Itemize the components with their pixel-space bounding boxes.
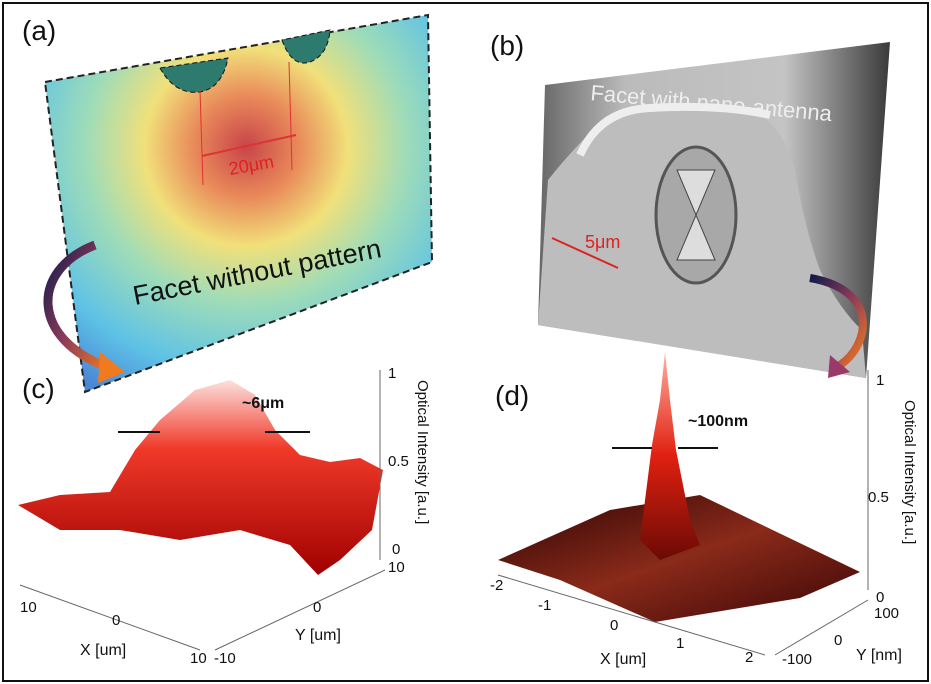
x-tick-label: -2 (490, 577, 503, 594)
y-tick-label: 0 (313, 599, 321, 616)
z-tick-label: 0 (876, 589, 884, 606)
x-axis-label: X [um] (600, 651, 646, 668)
y-tick-label: 0 (834, 632, 842, 649)
intensity-peak (640, 352, 700, 560)
y-axis-label: Y [um] (295, 627, 341, 644)
x-tick-label: 0 (610, 617, 618, 634)
x-tick-label: 2 (745, 649, 753, 666)
y-axis (775, 600, 868, 655)
x-tick-label: 10 (20, 599, 37, 616)
annotation: ~6μm (242, 395, 284, 412)
panel-label: (c) (22, 373, 55, 404)
y-tick-label: 10 (388, 559, 405, 576)
panel-label: (a) (22, 15, 56, 46)
heatmap-facet (45, 15, 432, 392)
annotation: ~100nm (688, 413, 748, 430)
figure: 20μm Facet without pattern (a) 5μm Facet… (0, 0, 931, 684)
y-tick-label: -10 (214, 650, 236, 667)
x-tick-label: 10 (190, 650, 207, 667)
x-axis (20, 585, 200, 650)
intensity-surface (18, 380, 383, 575)
z-tick-label: 0.5 (868, 489, 889, 506)
x-tick-label: 0 (112, 612, 120, 629)
page: 20μm Facet without pattern (a) 5μm Facet… (0, 0, 931, 684)
y-axis-label: Y [nm] (856, 647, 902, 664)
z-axis-label: Optical Intensity [a.u.] (901, 400, 918, 544)
z-tick-label: 0 (392, 541, 400, 558)
z-axis-label: Optical Intensity [a.u.] (414, 380, 431, 524)
panel-label: (d) (495, 380, 529, 411)
z-tick-label: 1 (876, 372, 884, 389)
panel-label: (b) (490, 30, 524, 61)
y-tick-label: 100 (874, 605, 899, 622)
z-tick-label: 1 (388, 365, 396, 382)
y-tick-label: -100 (782, 651, 812, 668)
x-tick-label: -1 (538, 597, 551, 614)
z-tick-label: 0.5 (388, 453, 409, 470)
x-axis-label: X [um] (80, 642, 126, 659)
x-tick-label: 1 (676, 635, 684, 652)
scale-label: 5μm (585, 232, 620, 252)
